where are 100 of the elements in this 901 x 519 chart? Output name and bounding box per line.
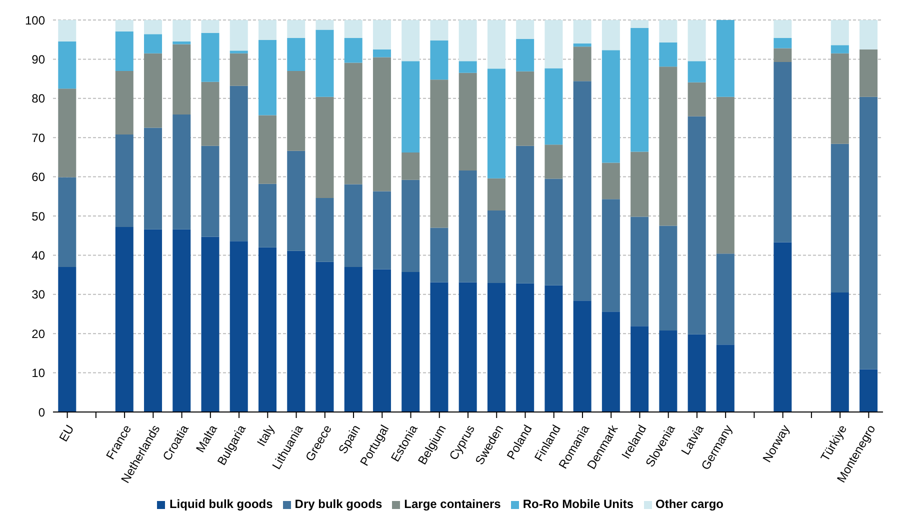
- bar: [287, 20, 306, 38]
- bar: [258, 40, 276, 116]
- bar: [430, 282, 448, 412]
- bar: [830, 53, 849, 144]
- y-tick-label: 10: [32, 366, 46, 380]
- bar: [516, 71, 534, 146]
- bar: [487, 210, 506, 284]
- bar: [487, 178, 506, 211]
- bar: [58, 177, 76, 267]
- bar: [144, 20, 162, 34]
- y-tick-label: 60: [32, 170, 46, 184]
- bar: [230, 241, 248, 412]
- legend-label: Large containers: [404, 497, 501, 511]
- bar: [344, 62, 362, 184]
- bar: [344, 266, 362, 412]
- bar: [430, 40, 448, 80]
- bar: [860, 20, 878, 50]
- bar: [258, 247, 276, 412]
- bar: [602, 199, 620, 312]
- bar: [630, 152, 649, 217]
- bar: [115, 20, 134, 32]
- bar: [830, 292, 849, 412]
- bar: [430, 20, 448, 40]
- bar: [58, 266, 76, 412]
- bar: [458, 72, 477, 171]
- bar: [316, 198, 334, 262]
- bar: [201, 82, 220, 146]
- bar: [402, 61, 420, 152]
- bar: [201, 146, 220, 237]
- bar: [172, 42, 191, 44]
- bar: [230, 20, 248, 51]
- bar: [430, 228, 448, 282]
- bar: [430, 80, 448, 228]
- bar: [688, 61, 706, 82]
- bar: [630, 216, 649, 326]
- bar: [544, 68, 563, 145]
- bar: [115, 134, 134, 227]
- bar: [201, 20, 220, 33]
- bar: [316, 262, 334, 412]
- bar: [287, 38, 306, 71]
- bar: [659, 42, 678, 67]
- bar: [402, 20, 420, 62]
- bar: [573, 300, 592, 412]
- bar: [372, 49, 391, 58]
- bar: [774, 38, 792, 48]
- bar: [716, 20, 734, 97]
- bar: [230, 53, 248, 86]
- bar: [659, 66, 678, 226]
- bar: [487, 68, 506, 178]
- bar: [58, 88, 76, 178]
- bar: [372, 57, 391, 192]
- bar: [172, 20, 191, 42]
- bar: [688, 82, 706, 116]
- bar: [144, 53, 162, 128]
- bar: [516, 38, 534, 72]
- y-tick-label: 40: [32, 248, 46, 262]
- y-tick-label: 30: [32, 288, 46, 302]
- bar: [630, 28, 649, 152]
- bar: [115, 70, 134, 134]
- bar: [487, 283, 506, 412]
- x-tick-label: EU: [56, 422, 77, 444]
- bar: [316, 96, 334, 198]
- bar: [144, 128, 162, 230]
- bar: [830, 144, 849, 292]
- bar: [774, 20, 792, 38]
- legend-label: Dry bulk goods: [294, 497, 382, 511]
- bar: [487, 20, 506, 69]
- bar: [774, 48, 792, 62]
- bar: [172, 44, 191, 114]
- bar: [372, 269, 391, 412]
- bar: [402, 272, 420, 412]
- bar: [287, 150, 306, 251]
- bar: [258, 20, 276, 40]
- bar: [344, 184, 362, 267]
- bar: [716, 254, 734, 345]
- bar: [688, 116, 706, 334]
- bar: [115, 31, 134, 71]
- bar: [659, 330, 678, 412]
- bar: [516, 20, 534, 39]
- bar: [344, 38, 362, 63]
- bar: [774, 62, 792, 242]
- bar: [716, 344, 734, 412]
- legend-label: Other cargo: [656, 497, 724, 511]
- bar: [458, 20, 477, 62]
- y-tick-label: 20: [32, 326, 46, 341]
- bar: [344, 20, 362, 38]
- y-tick-label: 100: [24, 13, 46, 28]
- bar: [860, 96, 878, 370]
- bar: [458, 61, 477, 73]
- bar: [258, 184, 276, 248]
- bar: [573, 81, 592, 301]
- y-tick-label: 80: [32, 92, 46, 106]
- bar: [544, 20, 563, 68]
- bar: [774, 242, 792, 412]
- bar: [573, 44, 592, 47]
- y-tick-label: 0: [38, 405, 46, 420]
- bar: [458, 282, 477, 412]
- legend-label: Liquid bulk goods: [169, 497, 273, 511]
- bar: [258, 115, 276, 184]
- bar: [602, 20, 620, 50]
